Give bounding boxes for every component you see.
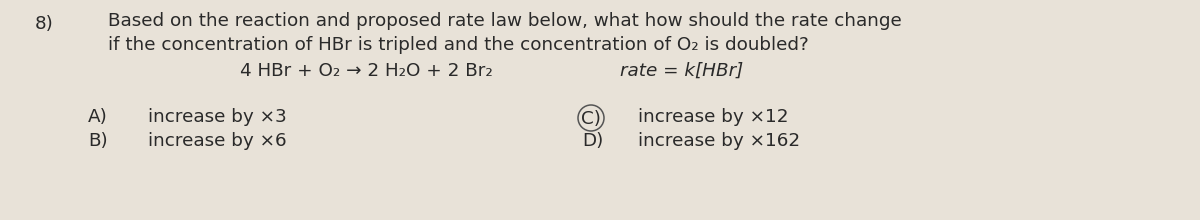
Text: increase by ×12: increase by ×12	[638, 108, 788, 126]
Text: 8): 8)	[35, 15, 54, 33]
Text: Based on the reaction and proposed rate law below, what how should the rate chan: Based on the reaction and proposed rate …	[108, 12, 901, 30]
Text: increase by ×3: increase by ×3	[148, 108, 287, 126]
Text: 4 HBr + O₂ → 2 H₂O + 2 Br₂: 4 HBr + O₂ → 2 H₂O + 2 Br₂	[240, 62, 493, 80]
Text: D): D)	[582, 132, 604, 150]
Text: rate = k[HBr]: rate = k[HBr]	[620, 62, 743, 80]
Text: B): B)	[88, 132, 108, 150]
Text: if the concentration of HBr is tripled and the concentration of O₂ is doubled?: if the concentration of HBr is tripled a…	[108, 36, 809, 54]
Text: increase by ×162: increase by ×162	[638, 132, 800, 150]
Text: A): A)	[88, 108, 108, 126]
Text: C): C)	[581, 110, 601, 128]
Text: increase by ×6: increase by ×6	[148, 132, 287, 150]
